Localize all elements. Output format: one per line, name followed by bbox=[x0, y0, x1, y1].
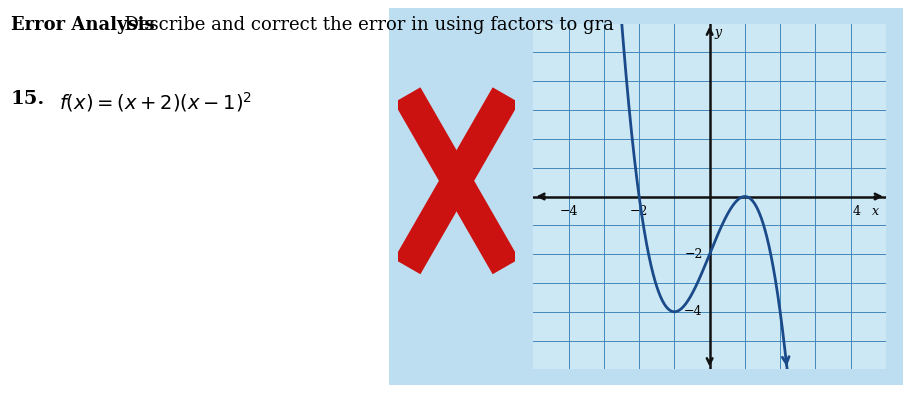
Text: x: x bbox=[870, 205, 878, 218]
Text: Error Analysis: Error Analysis bbox=[11, 16, 154, 34]
Text: Describe and correct the error in using factors to gra: Describe and correct the error in using … bbox=[113, 16, 613, 34]
Text: $f(x)=(x+2)(x-1)^2$: $f(x)=(x+2)(x-1)^2$ bbox=[59, 90, 252, 114]
Text: −2: −2 bbox=[629, 205, 647, 218]
Text: 15.: 15. bbox=[11, 90, 45, 108]
Text: y: y bbox=[714, 26, 721, 39]
Text: −4: −4 bbox=[559, 205, 577, 218]
Text: −2: −2 bbox=[684, 248, 702, 261]
Text: −4: −4 bbox=[684, 305, 702, 318]
Text: 4: 4 bbox=[852, 205, 860, 218]
